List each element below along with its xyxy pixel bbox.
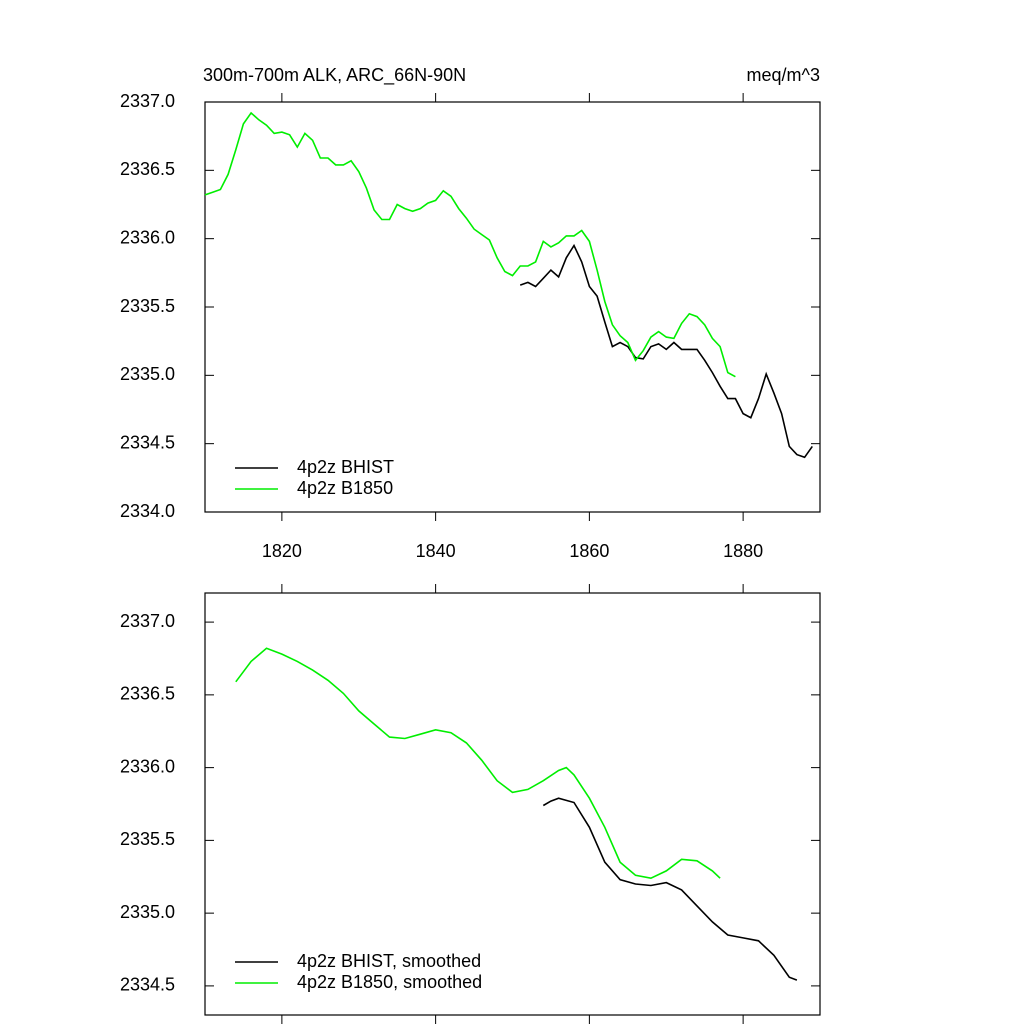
units-label: meq/m^3 bbox=[747, 65, 820, 85]
y-tick-label: 2335.5 bbox=[120, 829, 175, 849]
x-tick-label: 1860 bbox=[569, 541, 609, 561]
y-tick-label: 2337.0 bbox=[120, 91, 175, 111]
y-tick-label: 2334.0 bbox=[120, 501, 175, 521]
x-tick-label: 1880 bbox=[723, 541, 763, 561]
y-tick-label: 2336.0 bbox=[120, 227, 175, 247]
y-tick-label: 2336.0 bbox=[120, 756, 175, 776]
series-line bbox=[235, 647, 721, 880]
x-tick-label: 1840 bbox=[416, 541, 456, 561]
x-tick-label: 1820 bbox=[262, 541, 302, 561]
legend-label: 4p2z B1850 bbox=[297, 478, 393, 498]
series-line bbox=[542, 797, 798, 981]
series-line bbox=[519, 243, 813, 459]
legend-label: 4p2z BHIST, smoothed bbox=[297, 951, 481, 971]
y-tick-label: 2334.5 bbox=[120, 975, 175, 995]
y-tick-label: 2335.0 bbox=[120, 902, 175, 922]
chart-title: 300m-700m ALK, ARC_66N-90N bbox=[203, 65, 466, 86]
plot-frame bbox=[204, 101, 821, 513]
y-tick-label: 2335.0 bbox=[120, 364, 175, 384]
y-tick-label: 2334.5 bbox=[120, 432, 175, 452]
y-tick-label: 2336.5 bbox=[120, 159, 175, 179]
plot-frame bbox=[204, 592, 821, 1016]
legend-label: 4p2z BHIST bbox=[297, 457, 394, 477]
legend-label: 4p2z B1850, smoothed bbox=[297, 972, 482, 992]
y-tick-label: 2336.5 bbox=[120, 684, 175, 704]
series-line bbox=[204, 111, 736, 378]
y-tick-label: 2337.0 bbox=[120, 611, 175, 631]
y-tick-label: 2335.5 bbox=[120, 296, 175, 316]
